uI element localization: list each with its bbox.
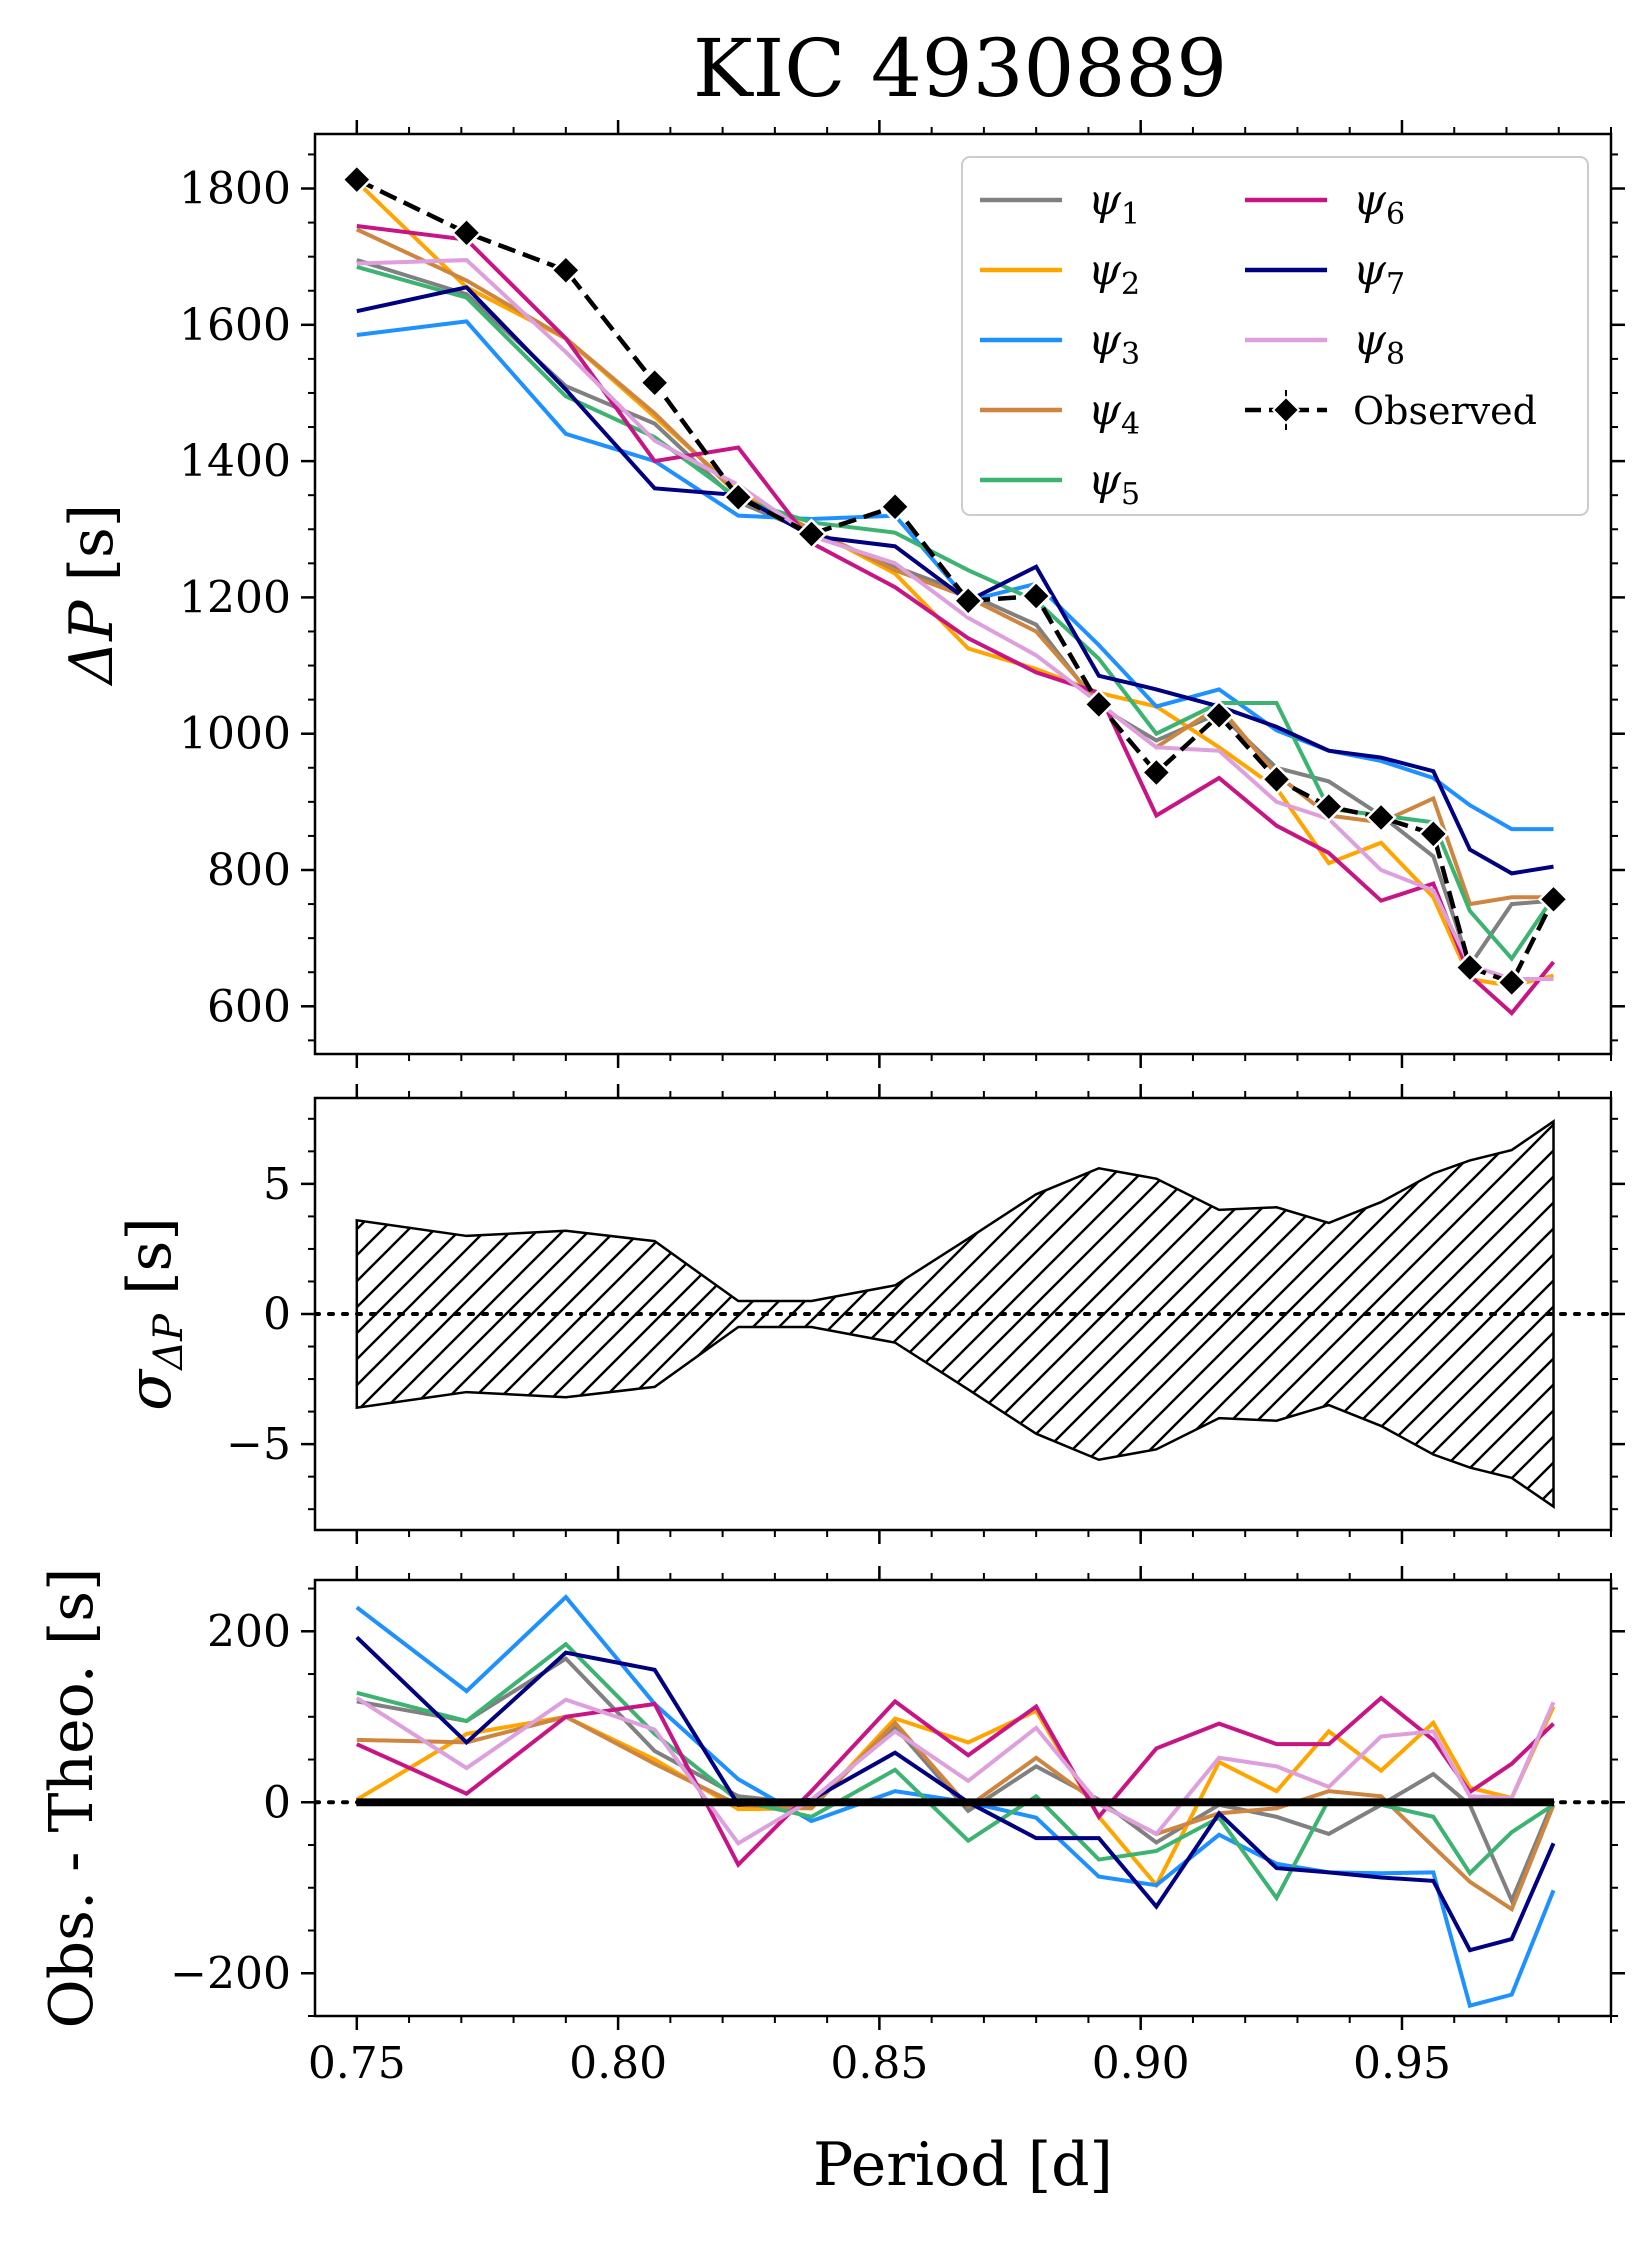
observed-point bbox=[722, 481, 755, 513]
y-tick-label: −5 bbox=[226, 1419, 291, 1470]
legend-marker-observed bbox=[1271, 395, 1301, 425]
bot-x-ticks: 0.75 0.80 0.85 0.90 0.95 bbox=[308, 1566, 1612, 2089]
legend-box bbox=[961, 156, 1589, 516]
observed-point bbox=[952, 585, 984, 617]
x-tick-label: 0.80 bbox=[569, 2038, 667, 2089]
legend-label: ψ6 bbox=[1353, 175, 1405, 232]
mid-series bbox=[315, 1119, 1611, 1509]
legend-label: ψ1 bbox=[1088, 175, 1140, 232]
y-tick-label: 1600 bbox=[179, 300, 291, 351]
legend-label: ψ2 bbox=[1088, 245, 1140, 302]
x-tick-label: 0.90 bbox=[1092, 2038, 1190, 2089]
legend: ψ1 ψ2 ψ3 ψ4 ψ5 ψ6 ψ7 ψ8 Observed bbox=[961, 156, 1589, 516]
observed-point bbox=[879, 491, 911, 523]
observed-point bbox=[1365, 801, 1397, 834]
top-y-ticks: 600 800 1000 1200 1400 1600 1800 bbox=[179, 153, 1625, 1042]
y-tick-label: 1800 bbox=[179, 164, 291, 215]
y-tick-label: 1200 bbox=[179, 572, 291, 623]
observed-point bbox=[795, 518, 828, 550]
observed-point bbox=[638, 366, 671, 399]
bot-axes-frame bbox=[313, 1578, 1613, 2018]
legend-label: ψ8 bbox=[1353, 315, 1405, 372]
y-tick-label: −200 bbox=[170, 1948, 291, 1999]
observed-point bbox=[1140, 756, 1173, 789]
observed-point bbox=[1313, 790, 1345, 823]
x-tick-label: 0.75 bbox=[308, 2038, 406, 2089]
observed-point bbox=[1454, 951, 1486, 984]
series-line-5 bbox=[356, 1641, 1555, 1902]
series-line-7 bbox=[356, 285, 1554, 876]
mid-axes-frame bbox=[313, 1096, 1613, 1532]
observed-uncertainty-band bbox=[356, 1798, 1555, 1807]
bot-series bbox=[315, 1594, 1611, 2009]
observed-point bbox=[1083, 688, 1115, 721]
legend-items: ψ1 ψ2 ψ3 ψ4 ψ5 ψ6 ψ7 ψ8 Observed bbox=[980, 175, 1537, 512]
x-tick-label: 0.95 bbox=[1353, 2038, 1451, 2089]
y-tick-label: 0 bbox=[263, 1289, 291, 1340]
observed-point bbox=[1417, 818, 1450, 850]
observed-point bbox=[1495, 966, 1528, 999]
observed-point bbox=[1020, 580, 1052, 612]
series-line-6 bbox=[355, 1695, 1555, 1869]
panel-middle: −5 0 5 σΔP [s] bbox=[115, 1084, 1625, 1544]
x-tick-label: 0.85 bbox=[830, 2038, 928, 2089]
top-series bbox=[341, 163, 1570, 1016]
observed-point bbox=[341, 163, 373, 196]
legend-label: ψ3 bbox=[1088, 315, 1140, 372]
top-axes-frame bbox=[313, 132, 1613, 1056]
mid-ylabel: σΔP [s] bbox=[115, 1217, 192, 1410]
observed-point bbox=[1260, 763, 1293, 796]
uncertainty-band bbox=[355, 1119, 1555, 1509]
y-tick-label: 800 bbox=[207, 845, 291, 896]
y-tick-label: 200 bbox=[207, 1606, 291, 1657]
series-line-1 bbox=[356, 1656, 1556, 1906]
y-tick-label: 1000 bbox=[179, 709, 291, 760]
series-line-7 bbox=[355, 1635, 1556, 1953]
legend-label: ψ7 bbox=[1353, 245, 1405, 302]
observed-point bbox=[1203, 699, 1235, 732]
bot-ylabel: Obs. - Theo. [s] bbox=[37, 1568, 107, 2029]
top-ylabel: ΔP [s] bbox=[57, 504, 127, 686]
x-axis-label: Period [d] bbox=[813, 2130, 1113, 2200]
panel-top: 600 800 1000 1200 1400 1600 1800 ΔP [s] ψ1 ψ2 ψ3… bbox=[57, 120, 1625, 1068]
series-line-8 bbox=[355, 1696, 1556, 1846]
observed-point bbox=[1537, 883, 1570, 916]
y-tick-label: 1400 bbox=[179, 436, 291, 487]
legend-label: ψ5 bbox=[1088, 455, 1140, 512]
panel-bottom: −200 0 200 0.75 0.80 0.85 0.90 0.95 Obs. - The… bbox=[37, 1566, 1625, 2089]
chart-title: KIC 4930889 bbox=[693, 22, 1227, 115]
y-tick-label: 0 bbox=[263, 1777, 291, 1828]
y-tick-label: 600 bbox=[207, 981, 291, 1032]
bot-y-ticks: −200 0 200 bbox=[170, 1587, 1625, 2017]
legend-label: ψ4 bbox=[1088, 385, 1140, 442]
observed-point bbox=[550, 254, 582, 287]
legend-label-observed: Observed bbox=[1353, 389, 1537, 433]
y-tick-label: 5 bbox=[263, 1159, 291, 1210]
observed-point bbox=[450, 217, 483, 249]
